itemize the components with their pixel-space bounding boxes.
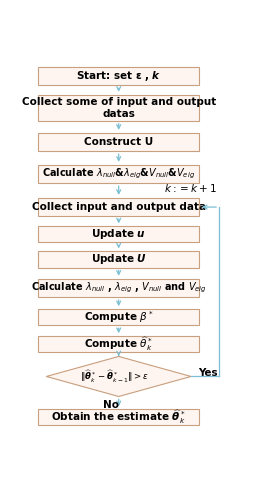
- Text: $\|\widehat{\boldsymbol{\theta}}_k^* - \widehat{\boldsymbol{\theta}}_{k-1}^*\| >: $\|\widehat{\boldsymbol{\theta}}_k^* - \…: [80, 368, 149, 384]
- FancyBboxPatch shape: [38, 409, 199, 426]
- Text: Update $\boldsymbol{u}$: Update $\boldsymbol{u}$: [91, 228, 146, 241]
- FancyBboxPatch shape: [38, 198, 199, 216]
- FancyBboxPatch shape: [38, 278, 199, 297]
- Text: Compute $\boldsymbol{\beta^*}$: Compute $\boldsymbol{\beta^*}$: [84, 310, 154, 325]
- Text: Construct U: Construct U: [84, 137, 153, 147]
- Text: $k := k+1$: $k := k+1$: [164, 182, 217, 194]
- Text: Start: set $\boldsymbol{\varepsilon}$ , $\boldsymbol{k}$: Start: set $\boldsymbol{\varepsilon}$ , …: [76, 69, 161, 83]
- FancyBboxPatch shape: [38, 94, 199, 121]
- Polygon shape: [46, 356, 191, 397]
- Text: Collect some of input and output
datas: Collect some of input and output datas: [21, 97, 216, 118]
- FancyBboxPatch shape: [38, 309, 199, 326]
- Text: Yes: Yes: [198, 368, 218, 378]
- FancyBboxPatch shape: [38, 226, 199, 242]
- FancyBboxPatch shape: [38, 164, 199, 183]
- Text: Calculate $\lambda_{null}$ , $\lambda_{eig}$ , $V_{null}$ and $V_{eig}$: Calculate $\lambda_{null}$ , $\lambda_{e…: [31, 280, 207, 295]
- Text: Collect input and output data: Collect input and output data: [32, 202, 206, 212]
- FancyBboxPatch shape: [38, 133, 199, 151]
- Text: Obtain the estimate $\widehat{\boldsymbol{\theta}}_k^*$: Obtain the estimate $\widehat{\boldsymbo…: [51, 408, 186, 426]
- FancyBboxPatch shape: [38, 252, 199, 268]
- FancyBboxPatch shape: [38, 67, 199, 86]
- Text: Calculate $\lambda_{null}$&$\lambda_{eig}$&$V_{null}$&$V_{eig}$: Calculate $\lambda_{null}$&$\lambda_{eig…: [42, 167, 195, 181]
- Text: No: No: [103, 400, 119, 409]
- Text: Update $\boldsymbol{U}$: Update $\boldsymbol{U}$: [91, 252, 147, 266]
- Text: Compute $\boldsymbol{\widehat{\theta}_k^*}$: Compute $\boldsymbol{\widehat{\theta}_k^…: [84, 335, 153, 353]
- FancyBboxPatch shape: [38, 336, 199, 352]
